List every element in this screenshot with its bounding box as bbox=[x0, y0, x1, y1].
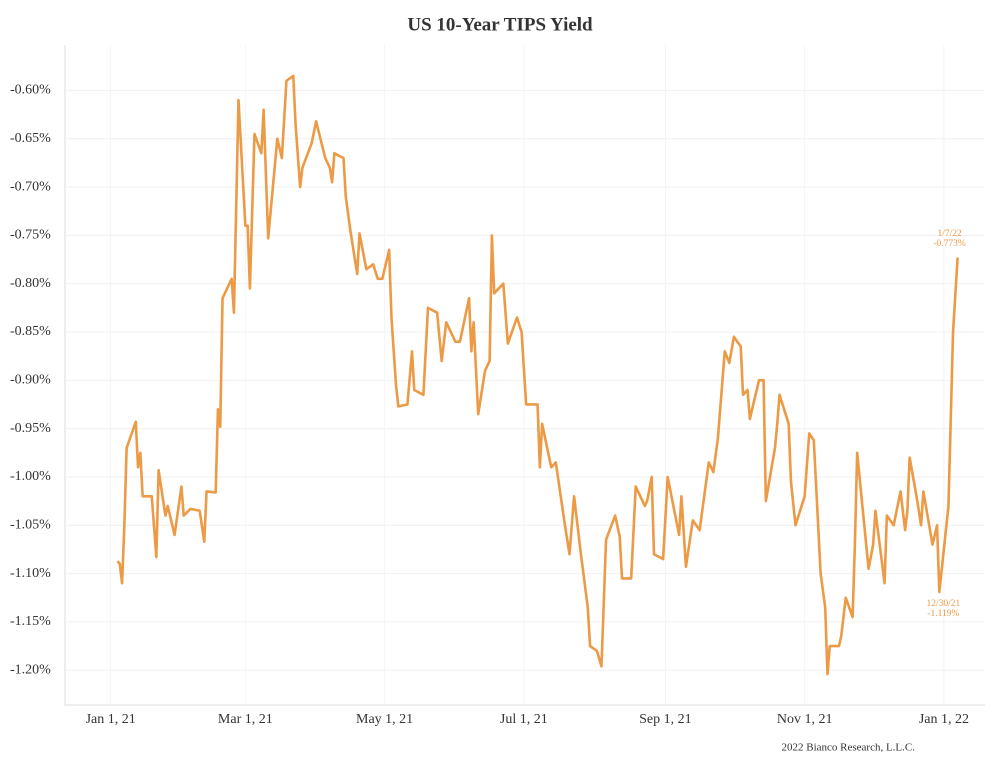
y-tick-label: -1.15% bbox=[10, 614, 51, 629]
x-tick-label: Sep 1, 21 bbox=[639, 712, 692, 727]
y-tick-label: -1.20% bbox=[10, 662, 51, 677]
y-tick-label: -0.75% bbox=[10, 228, 51, 243]
y-tick-label: -1.10% bbox=[10, 566, 51, 581]
y-tick-label: -0.85% bbox=[10, 324, 51, 339]
y-tick-label: -0.80% bbox=[10, 276, 51, 291]
source: 2022 Bianco Research, L.L.C. bbox=[782, 742, 916, 754]
y-tick-label: -1.00% bbox=[10, 469, 51, 484]
y-tick-label: -1.05% bbox=[10, 517, 51, 532]
y-tick-label: -0.90% bbox=[10, 373, 51, 388]
annotation: -0.773% bbox=[933, 239, 966, 249]
x-tick-label: Nov 1, 21 bbox=[777, 712, 833, 727]
x-tick-label: Mar 1, 21 bbox=[218, 712, 273, 727]
y-tick-label: -0.60% bbox=[10, 83, 51, 98]
x-tick-label: May 1, 21 bbox=[356, 712, 413, 727]
chart-title: US 10-Year TIPS Yield bbox=[407, 14, 593, 35]
annotation: 12/30/21 bbox=[926, 599, 960, 609]
x-tick-label: Jan 1, 21 bbox=[86, 712, 136, 727]
y-tick-label: -0.65% bbox=[10, 131, 51, 146]
y-tick-label: -0.95% bbox=[10, 421, 51, 436]
annotation: 1/7/22 bbox=[937, 229, 962, 239]
y-tick-label: -0.70% bbox=[10, 179, 51, 194]
data-line bbox=[116, 74, 959, 676]
annotation: -1.119% bbox=[927, 609, 959, 619]
x-tick-label: Jan 1, 22 bbox=[919, 712, 969, 727]
x-tick-label: Jul 1, 21 bbox=[500, 712, 548, 727]
